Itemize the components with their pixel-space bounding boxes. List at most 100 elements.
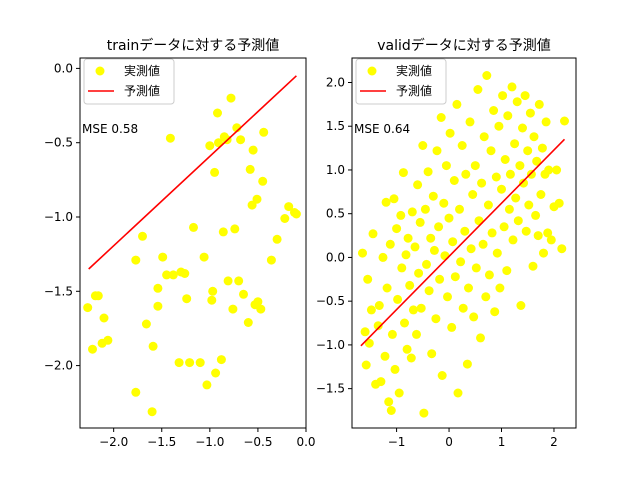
data-point — [461, 169, 471, 179]
data-point — [368, 229, 378, 239]
data-point — [513, 216, 523, 226]
data-point — [524, 200, 534, 210]
legend-box — [355, 58, 447, 105]
data-point — [528, 261, 538, 271]
data-point — [504, 204, 514, 214]
x-tick-label: 2 — [550, 435, 558, 449]
y-tick-label: −1.0 — [44, 210, 73, 224]
data-point — [440, 251, 450, 261]
data-point — [272, 234, 282, 244]
data-point — [216, 355, 226, 365]
data-point — [456, 257, 466, 267]
data-point — [363, 274, 373, 284]
data-point — [407, 207, 417, 217]
data-point — [202, 380, 212, 390]
data-point — [420, 204, 430, 214]
data-point — [497, 184, 506, 194]
y-tick-label: −1.0 — [316, 338, 345, 352]
data-point — [280, 214, 290, 223]
data-point — [393, 294, 403, 304]
data-point — [441, 161, 451, 171]
data-point — [483, 200, 493, 210]
data-point — [434, 222, 444, 232]
legend-label: 予測値 — [396, 83, 432, 98]
data-point — [491, 172, 501, 182]
data-point — [266, 255, 276, 265]
data-point — [423, 167, 433, 177]
data-point — [482, 71, 492, 80]
data-point — [364, 338, 374, 348]
data-point — [366, 305, 376, 315]
data-point — [443, 292, 452, 302]
plot-area — [80, 58, 306, 428]
data-point — [236, 135, 246, 145]
data-point — [534, 99, 544, 109]
data-point — [436, 113, 446, 122]
data-point — [424, 286, 434, 296]
data-point — [487, 228, 497, 238]
data-point — [520, 91, 530, 101]
prediction-line — [360, 138, 566, 347]
data-point — [376, 377, 386, 387]
data-point — [138, 231, 147, 241]
data-point — [449, 176, 459, 185]
data-point — [546, 235, 556, 245]
data-point — [384, 397, 394, 407]
data-point — [405, 280, 415, 290]
data-point — [490, 307, 500, 317]
data-point — [207, 295, 217, 305]
data-point — [147, 407, 157, 417]
data-point — [437, 371, 447, 380]
data-point — [252, 194, 262, 204]
data-point — [392, 224, 402, 234]
data-point — [505, 169, 515, 179]
data-point — [498, 91, 508, 101]
data-point — [165, 133, 175, 143]
data-point — [529, 132, 539, 142]
data-point — [466, 244, 476, 254]
data-point — [499, 222, 509, 232]
data-point — [422, 259, 431, 269]
data-point — [486, 146, 496, 156]
data-point — [168, 270, 178, 280]
data-point — [153, 301, 163, 311]
data-point — [218, 227, 228, 237]
data-point — [397, 263, 407, 273]
data-point — [460, 226, 470, 236]
data-point — [385, 239, 395, 249]
plot-frame — [351, 57, 577, 429]
y-tick-label: 0.5 — [326, 207, 345, 221]
data-point — [518, 123, 527, 133]
data-point — [439, 198, 449, 208]
data-point — [455, 204, 464, 214]
chart-title: trainデータに対する予測値 — [107, 37, 280, 54]
data-point — [230, 224, 240, 234]
data-point — [396, 210, 406, 220]
data-point — [495, 283, 505, 293]
data-point — [447, 322, 457, 332]
data-point — [415, 217, 425, 227]
data-point — [526, 169, 536, 179]
data-point — [457, 141, 467, 150]
data-point — [469, 312, 479, 322]
data-point — [185, 358, 195, 368]
data-point — [426, 233, 436, 243]
data-point — [465, 117, 475, 127]
data-point — [406, 353, 416, 363]
data-point — [473, 85, 483, 94]
data-point — [243, 318, 253, 327]
data-point — [444, 213, 454, 223]
data-point — [543, 228, 553, 238]
data-point — [234, 276, 244, 286]
data-point — [358, 248, 367, 258]
data-point — [477, 178, 487, 188]
data-point — [189, 222, 198, 232]
data-point — [148, 341, 158, 351]
data-point — [464, 283, 473, 293]
legend-marker-scatter — [367, 66, 377, 76]
y-tick-label: −2.0 — [44, 359, 73, 373]
data-point — [373, 321, 383, 331]
data-point — [205, 141, 215, 151]
